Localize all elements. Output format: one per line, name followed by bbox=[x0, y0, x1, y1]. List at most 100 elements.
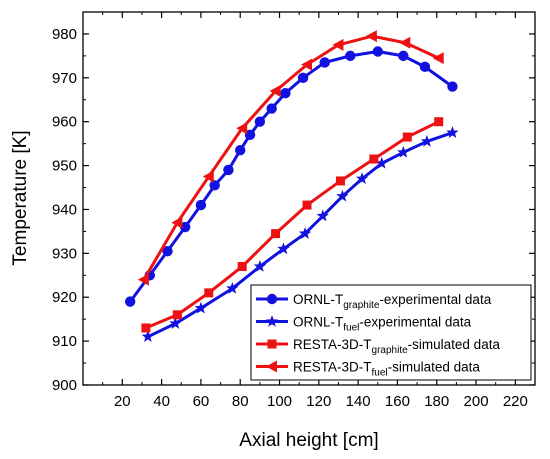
legend-label-subscript: graphite bbox=[372, 345, 409, 356]
series-0 bbox=[124, 46, 458, 307]
data-point bbox=[398, 50, 409, 62]
series-3 bbox=[137, 30, 444, 286]
legend-label-main: ORNL-T bbox=[293, 292, 343, 307]
y-tick-label: 920 bbox=[52, 289, 77, 306]
data-point bbox=[297, 72, 309, 84]
data-point bbox=[369, 154, 379, 164]
data-point bbox=[298, 227, 312, 239]
legend-label: ORNL-Tgraphite-experimental data bbox=[293, 292, 492, 311]
legend-label-rest: -simulated data bbox=[388, 360, 481, 375]
series-2 bbox=[141, 117, 444, 333]
data-point bbox=[399, 36, 411, 49]
x-tick-label: 180 bbox=[424, 393, 449, 410]
y-tick-label: 950 bbox=[52, 158, 77, 175]
data-point bbox=[365, 30, 377, 43]
data-point bbox=[179, 221, 191, 233]
axis-tick-labels: 20 40 60 80 100 120 140 160 180 200 220 900 910 920 93… bbox=[52, 26, 528, 410]
legend-label-subscript: fuel bbox=[372, 368, 388, 379]
data-point bbox=[332, 38, 344, 51]
x-tick-label: 100 bbox=[267, 393, 292, 410]
data-point bbox=[209, 180, 220, 191]
data-point bbox=[355, 172, 369, 185]
data-point bbox=[402, 132, 412, 142]
legend-entry: ORNL-Tfuel-experimental data bbox=[256, 315, 472, 334]
data-point bbox=[432, 52, 444, 65]
legend-label-subscript: fuel bbox=[343, 323, 359, 334]
data-point bbox=[269, 84, 281, 97]
x-tick-label: 20 bbox=[114, 393, 131, 410]
y-tick-label: 910 bbox=[52, 333, 77, 350]
data-point bbox=[336, 189, 349, 202]
legend-label-rest: -experimental data bbox=[379, 292, 491, 307]
x-axis-title: Axial height [cm] bbox=[239, 430, 378, 451]
legend: ORNL-Tgraphite-experimental dataORNL-Tfu… bbox=[250, 284, 532, 381]
data-point bbox=[237, 262, 247, 272]
x-tick-label: 160 bbox=[385, 393, 410, 410]
data-point bbox=[335, 176, 345, 186]
data-point bbox=[236, 122, 248, 135]
legend-label-rest: -experimental data bbox=[359, 315, 471, 330]
x-tick-label: 220 bbox=[503, 393, 528, 410]
legend-label: ORNL-Tfuel-experimental data bbox=[293, 315, 472, 334]
legend-label-subscript: graphite bbox=[343, 300, 380, 311]
data-point bbox=[124, 296, 136, 307]
data-point bbox=[271, 229, 281, 239]
legend-entry: RESTA-3D-Tgraphite-simulated data bbox=[256, 337, 500, 356]
legend-entry: RESTA-3D-Tfuel-simulated data bbox=[256, 360, 480, 379]
series-line bbox=[145, 120, 440, 330]
data-point bbox=[302, 200, 312, 210]
data-point bbox=[195, 199, 207, 211]
data-point bbox=[447, 81, 458, 92]
data-point bbox=[169, 317, 182, 329]
data-point bbox=[141, 330, 155, 342]
data-point bbox=[171, 216, 183, 229]
series-1 bbox=[141, 126, 459, 342]
data-point bbox=[419, 61, 431, 73]
data-point bbox=[162, 245, 173, 257]
legend-label-rest: -simulated data bbox=[408, 337, 501, 352]
data-point bbox=[375, 156, 388, 169]
data-point bbox=[172, 310, 182, 320]
data-point bbox=[434, 117, 444, 127]
data-point bbox=[253, 260, 267, 272]
legend-label-main: ORNL-T bbox=[293, 315, 343, 330]
y-tick-label: 940 bbox=[52, 201, 77, 218]
series-layer bbox=[124, 30, 459, 342]
legend-swatch-marker bbox=[265, 315, 279, 327]
legend-swatch-marker bbox=[266, 360, 277, 373]
x-tick-label: 40 bbox=[153, 393, 170, 410]
data-point bbox=[202, 170, 214, 183]
y-tick-label: 960 bbox=[52, 114, 77, 131]
y-tick-label: 930 bbox=[52, 245, 77, 262]
data-point bbox=[319, 57, 330, 68]
data-point bbox=[235, 145, 246, 156]
y-tick-label: 980 bbox=[52, 26, 77, 43]
legend-label: RESTA-3D-Tfuel-simulated data bbox=[293, 360, 480, 379]
data-point bbox=[204, 288, 214, 298]
x-tick-label: 80 bbox=[232, 393, 249, 410]
data-point bbox=[223, 164, 234, 176]
data-point bbox=[301, 58, 313, 71]
axis-ticks bbox=[83, 11, 536, 386]
data-point bbox=[397, 145, 410, 158]
x-tick-label: 60 bbox=[193, 393, 210, 410]
y-tick-label: 900 bbox=[52, 377, 77, 394]
x-tick-label: 200 bbox=[464, 393, 489, 410]
legend-swatch-marker bbox=[266, 293, 278, 305]
legend-label-main: RESTA-3D-T bbox=[293, 360, 372, 375]
legend-label-main: RESTA-3D-T bbox=[293, 337, 372, 352]
data-point bbox=[226, 281, 239, 294]
data-point bbox=[137, 273, 149, 286]
data-point bbox=[280, 87, 291, 99]
legend-box bbox=[250, 284, 532, 381]
data-point bbox=[372, 46, 383, 57]
series-line bbox=[147, 131, 453, 339]
series-line bbox=[128, 49, 454, 303]
data-point bbox=[254, 116, 266, 127]
data-point bbox=[345, 50, 356, 62]
data-point bbox=[316, 209, 329, 222]
legend-swatch-marker bbox=[267, 339, 277, 349]
data-point bbox=[277, 242, 290, 255]
data-point bbox=[141, 323, 151, 333]
